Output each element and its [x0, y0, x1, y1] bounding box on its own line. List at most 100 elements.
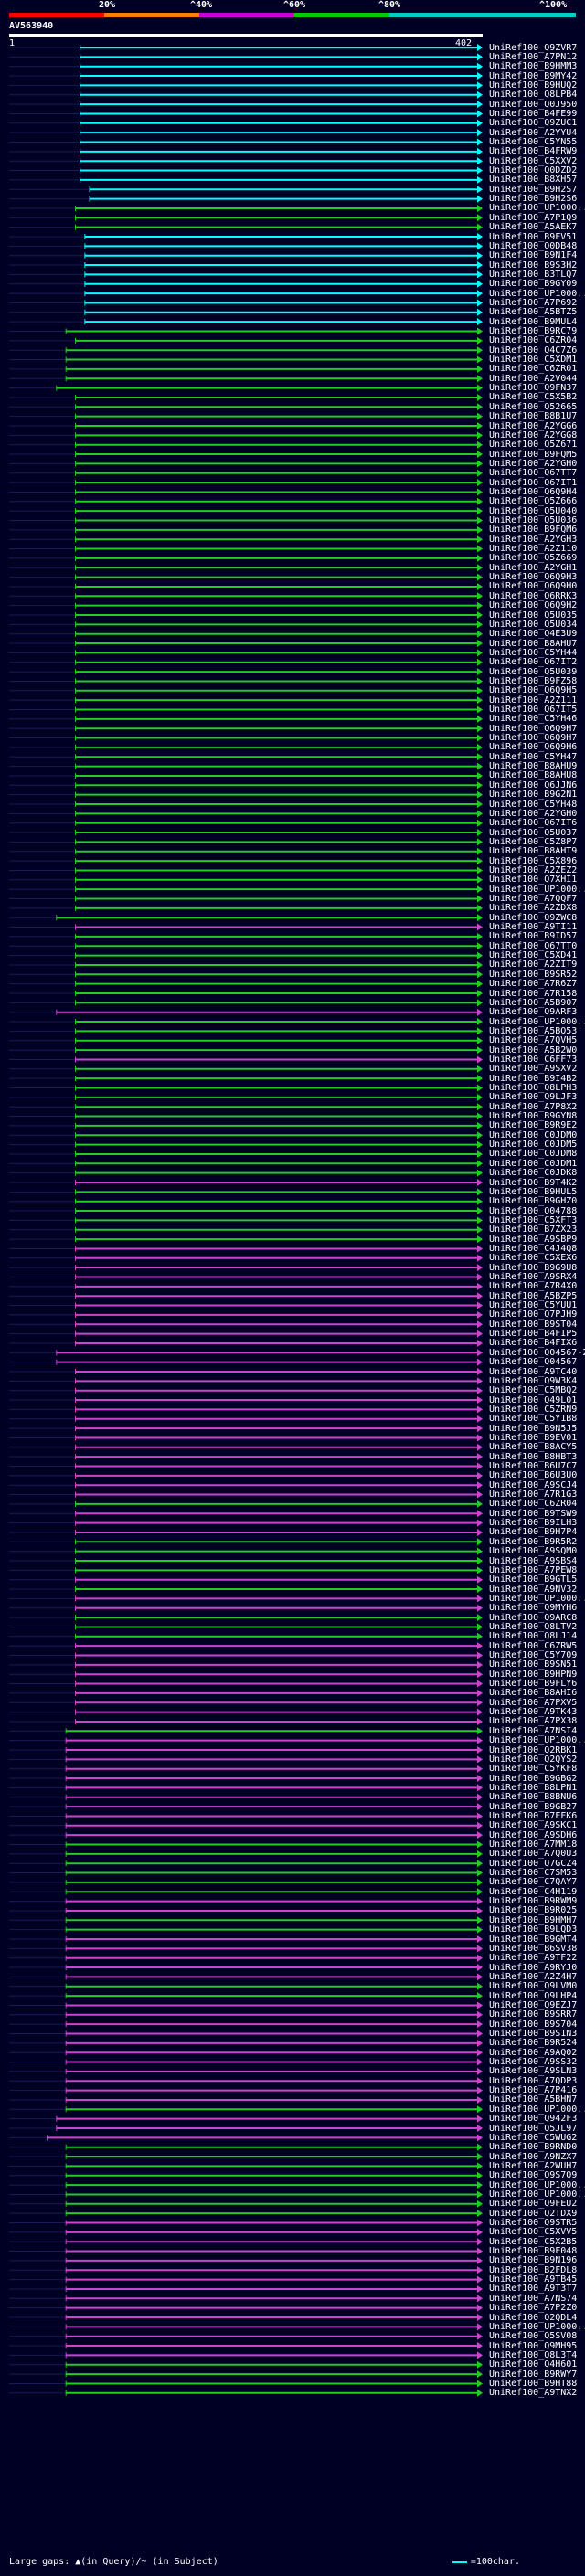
- hit-label-link[interactable]: UniRef100_Q5U036: [489, 515, 578, 525]
- hit-label-link[interactable]: UniRef100_C4H119: [489, 1886, 578, 1897]
- hit-label-link[interactable]: UniRef100_Q7GCZ4: [489, 1858, 578, 1869]
- hit-label-link[interactable]: UniRef100_A9SBS4: [489, 1555, 578, 1566]
- hit-label-link[interactable]: UniRef100_UP1000...: [489, 1593, 585, 1604]
- hit-label-link[interactable]: UniRef100_Q8LTV2: [489, 1621, 578, 1632]
- hit-label-link[interactable]: UniRef100_Q9ARC8: [489, 1612, 578, 1623]
- hit-label-link[interactable]: UniRef100_C5WUG2: [489, 2132, 578, 2143]
- hit-label-link[interactable]: UniRef100_A9T3T7: [489, 2284, 578, 2295]
- hit-label-link[interactable]: UniRef100_Q9EZJ7: [489, 1999, 578, 2010]
- hit-label-link[interactable]: UniRef100_A2V044: [489, 373, 578, 384]
- hit-label-link[interactable]: UniRef100_Q6Q9H7: [489, 733, 578, 744]
- hit-label-link[interactable]: UniRef100_C5YH46: [489, 714, 578, 725]
- hit-label-link[interactable]: UniRef100_Q8L3T4: [489, 2349, 578, 2360]
- hit-label-link[interactable]: UniRef100_C5XD41: [489, 950, 578, 961]
- hit-label-link[interactable]: UniRef100_B9R5R2: [489, 1536, 578, 1547]
- hit-label-link[interactable]: UniRef100_UP1000...: [489, 2321, 585, 2332]
- hit-label-link[interactable]: UniRef100_B4FE99: [489, 108, 578, 119]
- hit-label-link[interactable]: UniRef100_Q6JJN6: [489, 779, 578, 790]
- hit-label-link[interactable]: UniRef100_A5B907: [489, 997, 578, 1008]
- hit-label-link[interactable]: UniRef100_C5Y709: [489, 1650, 578, 1660]
- hit-label-link[interactable]: UniRef100_C5YH47: [489, 751, 578, 762]
- hit-label-link[interactable]: UniRef100_Q9W3K4: [489, 1375, 578, 1386]
- hit-label-link[interactable]: UniRef100_B9G9U8: [489, 1262, 578, 1273]
- hit-label-link[interactable]: UniRef100_A9TB45: [489, 2274, 578, 2285]
- hit-label-link[interactable]: UniRef100_B8B1U7: [489, 411, 578, 422]
- hit-label-link[interactable]: UniRef100_B9LQD3: [489, 1924, 578, 1935]
- hit-label-link[interactable]: UniRef100_C5XXV2: [489, 155, 578, 166]
- hit-label-link[interactable]: UniRef100_B8AHU7: [489, 638, 578, 649]
- hit-label-link[interactable]: UniRef100_A7R6Z7: [489, 979, 578, 990]
- hit-label-link[interactable]: UniRef100_A2Z4H7: [489, 1971, 578, 1982]
- hit-label-link[interactable]: UniRef100_C4J4Q8: [489, 1243, 578, 1254]
- hit-label-link[interactable]: UniRef100_B9N1F4: [489, 250, 578, 261]
- hit-label-link[interactable]: UniRef100_Q4E3U9: [489, 629, 578, 640]
- hit-label-link[interactable]: UniRef100_B9HUL5: [489, 1186, 578, 1197]
- hit-label-link[interactable]: UniRef100_A2YGG8: [489, 429, 578, 440]
- hit-label-link[interactable]: UniRef100_A7PXV5: [489, 1697, 578, 1708]
- hit-label-link[interactable]: UniRef100_A7P692: [489, 297, 578, 308]
- hit-label-link[interactable]: UniRef100_A5AEK7: [489, 222, 578, 233]
- hit-label-link[interactable]: UniRef100_C6FF73: [489, 1054, 578, 1065]
- hit-label-link[interactable]: UniRef100_B9GB27: [489, 1801, 578, 1812]
- hit-label-link[interactable]: UniRef100_B9RND0: [489, 2142, 578, 2153]
- hit-label-link[interactable]: UniRef100_A2ZDX8: [489, 903, 578, 914]
- hit-label-link[interactable]: UniRef100_Q6Q9H4: [489, 486, 578, 497]
- hit-label-link[interactable]: UniRef100_Q5JL97: [489, 2123, 578, 2134]
- hit-label-link[interactable]: UniRef100_B9HUQ2: [489, 80, 578, 90]
- hit-label-link[interactable]: UniRef100_UP1000...: [489, 203, 585, 214]
- hit-label-link[interactable]: UniRef100_B9GTL5: [489, 1574, 578, 1585]
- hit-label-link[interactable]: UniRef100_Q9FEU2: [489, 2199, 578, 2210]
- hit-label-link[interactable]: UniRef100_C5XDM1: [489, 355, 578, 366]
- hit-label-link[interactable]: UniRef100_A5BHN7: [489, 2094, 578, 2105]
- hit-label-link[interactable]: UniRef100_A9SQM0: [489, 1546, 578, 1557]
- hit-label-link[interactable]: UniRef100_C0JDK8: [489, 1168, 578, 1179]
- hit-label-link[interactable]: UniRef100_A7QDP3: [489, 2075, 578, 2086]
- hit-label-link[interactable]: UniRef100_A9SKC1: [489, 1820, 578, 1831]
- hit-label-link[interactable]: UniRef100_A5B2W0: [489, 1044, 578, 1055]
- hit-label-link[interactable]: UniRef100_C5ZRN9: [489, 1404, 578, 1415]
- hit-label-link[interactable]: UniRef100_Q6Q9H7: [489, 723, 578, 734]
- hit-label-link[interactable]: UniRef100_UP1000...: [489, 288, 585, 299]
- hit-label-link[interactable]: UniRef100_UP1000...: [489, 2189, 585, 2200]
- hit-label-link[interactable]: UniRef100_B9SN51: [489, 1659, 578, 1670]
- hit-label-link[interactable]: UniRef100_Q0DZD2: [489, 165, 578, 176]
- hit-label-link[interactable]: UniRef100_B9H2S6: [489, 194, 578, 205]
- hit-label-link[interactable]: UniRef100_C5Y1B8: [489, 1414, 578, 1425]
- hit-label-link[interactable]: UniRef100_B9MY42: [489, 70, 578, 81]
- hit-label-link[interactable]: UniRef100_A2Z111: [489, 694, 578, 705]
- hit-label-link[interactable]: UniRef100_B2FDL8: [489, 2264, 578, 2275]
- hit-label-link[interactable]: UniRef100_Q04567-2: [489, 1347, 585, 1358]
- hit-label-link[interactable]: UniRef100_B9FQM5: [489, 449, 578, 460]
- hit-label-link[interactable]: UniRef100_B8AHI6: [489, 1688, 578, 1699]
- hit-label-link[interactable]: UniRef100_C5YH44: [489, 647, 578, 658]
- hit-label-link[interactable]: UniRef100_A7P1Q9: [489, 212, 578, 223]
- hit-label-link[interactable]: UniRef100_Q4H601: [489, 2359, 578, 2370]
- hit-label-link[interactable]: UniRef100_UP1000...: [489, 1735, 585, 1746]
- hit-label-link[interactable]: UniRef100_A5BQ53: [489, 1025, 578, 1036]
- hit-label-link[interactable]: UniRef100_B9FV51: [489, 231, 578, 242]
- hit-label-link[interactable]: UniRef100_Q2RBK1: [489, 1744, 578, 1755]
- hit-label-link[interactable]: UniRef100_A9NV32: [489, 1584, 578, 1595]
- hit-label-link[interactable]: UniRef100_B9R9E2: [489, 1120, 578, 1131]
- hit-label-link[interactable]: UniRef100_Q8LPB4: [489, 90, 578, 101]
- hit-label-link[interactable]: UniRef100_A9TK43: [489, 1707, 578, 1718]
- hit-label-link[interactable]: UniRef100_Q6Q9H3: [489, 572, 578, 583]
- hit-label-link[interactable]: UniRef100_Q5Z671: [489, 440, 578, 451]
- hit-label-link[interactable]: UniRef100_Q5U040: [489, 505, 578, 516]
- hit-label-link[interactable]: UniRef100_A9RYJ0: [489, 1962, 578, 1973]
- hit-label-link[interactable]: UniRef100_A9TF22: [489, 1953, 578, 1964]
- hit-label-link[interactable]: UniRef100_A2ZEZ2: [489, 864, 578, 875]
- hit-label-link[interactable]: UniRef100_B9GBG2: [489, 1773, 578, 1784]
- hit-label-link[interactable]: UniRef100_C5YUU1: [489, 1300, 578, 1311]
- hit-label-link[interactable]: UniRef100_A2YYU4: [489, 127, 578, 138]
- hit-label-link[interactable]: UniRef100_A9SXV2: [489, 1064, 578, 1075]
- hit-label-link[interactable]: UniRef100_Q9FN37: [489, 383, 578, 394]
- hit-label-link[interactable]: UniRef100_B9H7P4: [489, 1527, 578, 1538]
- hit-label-link[interactable]: UniRef100_B9MUL4: [489, 316, 578, 327]
- hit-label-link[interactable]: UniRef100_Q2QYS2: [489, 1754, 578, 1765]
- hit-label-link[interactable]: UniRef100_Q9MYH6: [489, 1603, 578, 1614]
- hit-label-link[interactable]: UniRef100_B9EV01: [489, 1432, 578, 1443]
- hit-label-link[interactable]: UniRef100_B4FRW9: [489, 146, 578, 157]
- hit-label-link[interactable]: UniRef100_C5YN55: [489, 137, 578, 147]
- hit-label-link[interactable]: UniRef100_B9F048: [489, 2246, 578, 2257]
